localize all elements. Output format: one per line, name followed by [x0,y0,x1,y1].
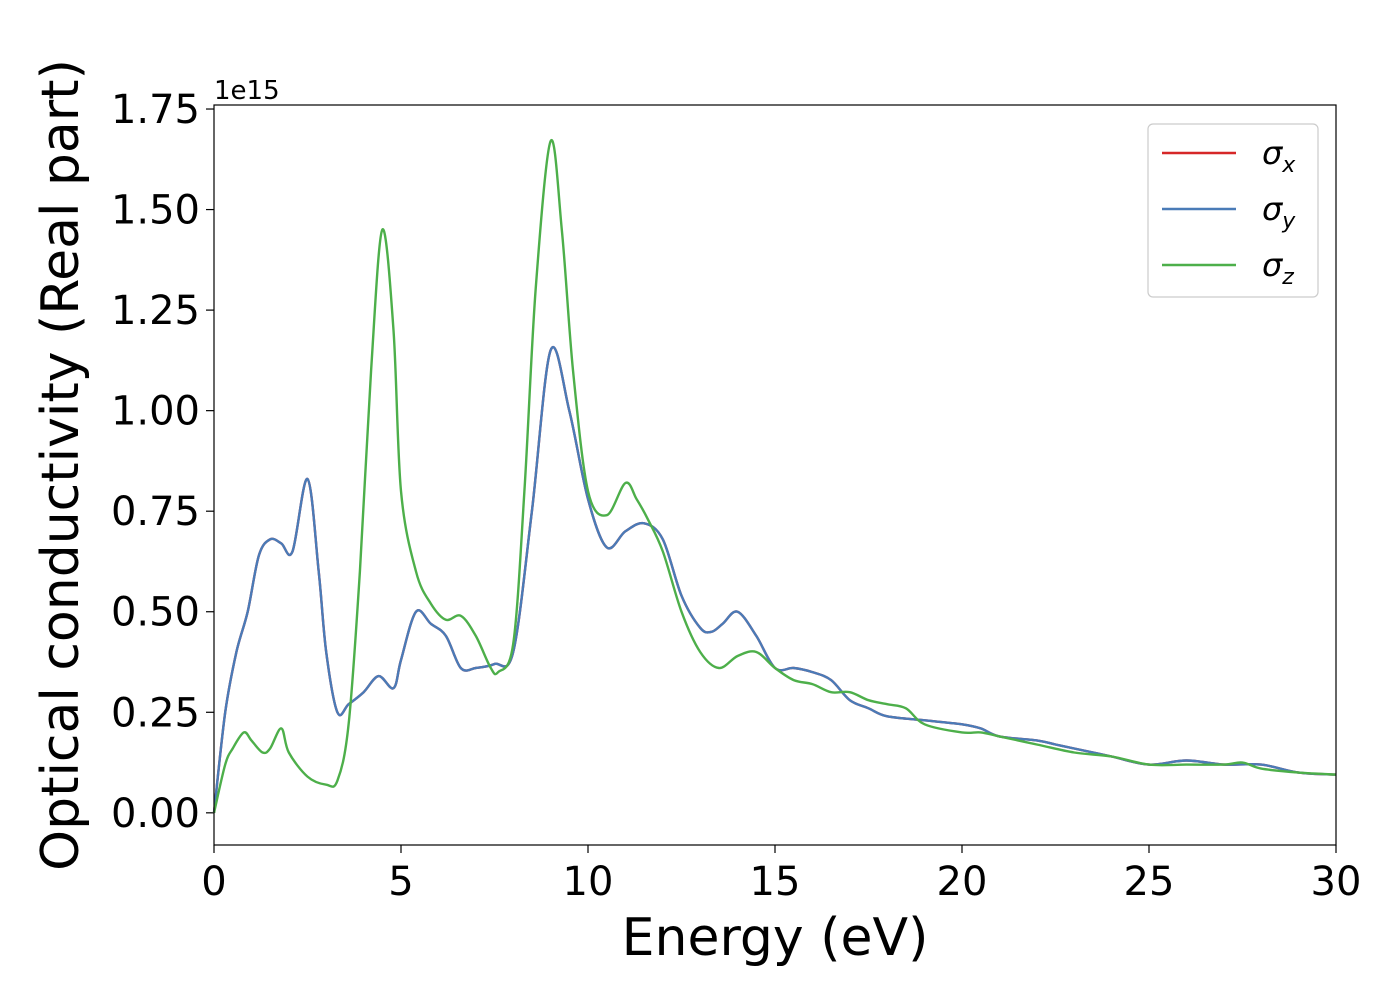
x-tick-label: 30 [1311,859,1362,905]
y-axis-label: Optical conductivity (Real part) [31,59,91,871]
x-tick-label: 10 [563,859,614,905]
y-tick-label: 1.50 [111,188,200,234]
series-layer [212,138,1337,814]
y-tick-label: 0.25 [111,690,200,736]
x-tick-label: 0 [201,859,226,905]
legend-sigma: σ [1262,134,1284,172]
x-tick-label: 15 [750,859,801,905]
y-tick-label: 1.75 [111,87,200,133]
series-line-y [212,346,1337,813]
x-tick-label: 5 [388,859,413,905]
legend-subscript: z [1281,265,1294,290]
series-line-x [212,346,1337,813]
x-tick-label: 20 [937,859,988,905]
legend-label-z: σz [1262,246,1294,290]
y-tick-label: 0.75 [111,489,200,535]
legend-sigma: σ [1262,246,1284,284]
y-offset-label: 1e15 [214,76,280,106]
legend-box [1147,123,1319,298]
series-line-z [212,138,1337,814]
y-tick-label: 1.00 [111,389,200,435]
y-axis-ticks: 0.00 0.25 0.50 0.75 1.00 1.25 1.50 1.75 [111,87,214,837]
y-tick-label: 0.50 [111,590,200,636]
plot-frame [213,104,1337,846]
legend-label-y: σy [1262,190,1296,234]
legend-sigma: σ [1262,190,1284,228]
legend-subscript: y [1281,209,1296,234]
y-tick-label: 0.00 [111,791,200,837]
y-tick-label: 1.25 [111,288,200,334]
x-axis-ticks: 0 5 10 15 20 25 30 [201,845,1361,905]
legend-subscript: x [1281,153,1296,178]
x-axis-label: Energy (eV) [622,908,929,968]
x-tick-label: 25 [1124,859,1175,905]
legend-label-x: σx [1262,134,1296,178]
